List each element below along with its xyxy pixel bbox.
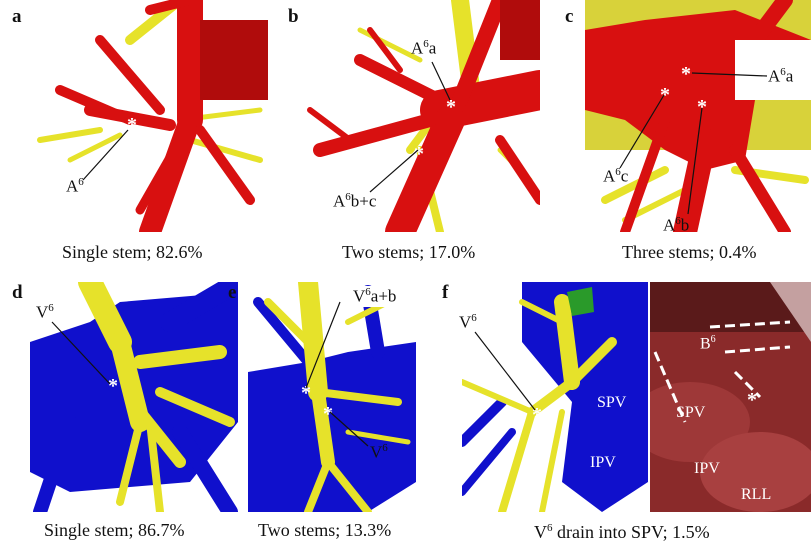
panel-e-image: [248, 282, 416, 512]
annotation-a6a: A6a: [411, 38, 437, 58]
asterisk-marker: *: [532, 404, 542, 426]
photo-label-ipv: IPV: [694, 460, 720, 477]
annotation-a6a: A6a: [768, 66, 794, 86]
annotation-v6: V6: [36, 302, 54, 322]
asterisk-marker: *: [681, 63, 691, 85]
caption-b: Two stems; 17.0%: [342, 242, 476, 262]
panel-label-c: c: [565, 6, 574, 27]
caption-a: Single stem; 82.6%: [62, 242, 203, 262]
asterisk-marker: *: [414, 143, 424, 165]
panel-a-image: [30, 0, 268, 232]
asterisk-marker: *: [127, 114, 137, 136]
annotation-a6: A6: [66, 176, 84, 196]
panel-f-surgical-photo: [650, 282, 811, 512]
asterisk-marker: *: [108, 375, 118, 397]
panel-d-image: [30, 282, 238, 512]
asterisk-marker: *: [446, 96, 456, 118]
annotation-v6ab: V6a+b: [350, 286, 400, 307]
annotation-a6bc: A6b+c: [333, 191, 377, 211]
panel-f-3d-image: [462, 282, 648, 512]
annotation-v6: V6: [370, 442, 388, 462]
photo-label-rll: RLL: [741, 486, 772, 503]
annotation-a6c: A6c: [603, 166, 629, 186]
photo-label-spv: SPV: [676, 404, 706, 421]
annotation-v6: V6: [459, 312, 477, 332]
caption-f: V6 drain into SPV; 1.5%: [534, 522, 710, 542]
panel-label-a: a: [12, 6, 22, 27]
vessel-label-spv: SPV: [597, 394, 627, 411]
panel-label-f: f: [442, 282, 449, 303]
asterisk-marker: *: [323, 403, 333, 425]
asterisk-marker: *: [660, 84, 670, 106]
asterisk-marker: *: [747, 389, 757, 411]
panel-label-d: d: [12, 282, 23, 303]
vessel-label-ipv: IPV: [590, 454, 616, 471]
asterisk-marker: *: [301, 382, 311, 404]
asterisk-marker: *: [697, 96, 707, 118]
caption-d: Single stem; 86.7%: [44, 520, 185, 540]
panel-label-e: e: [228, 282, 237, 303]
caption-e: Two stems; 13.3%: [258, 520, 392, 540]
photo-label-b6: B6: [700, 334, 716, 353]
annotation-a6b: A6b: [663, 215, 690, 235]
panel-b-image: [300, 0, 540, 232]
panel-label-b: b: [288, 6, 299, 27]
caption-c: Three stems; 0.4%: [622, 242, 757, 262]
